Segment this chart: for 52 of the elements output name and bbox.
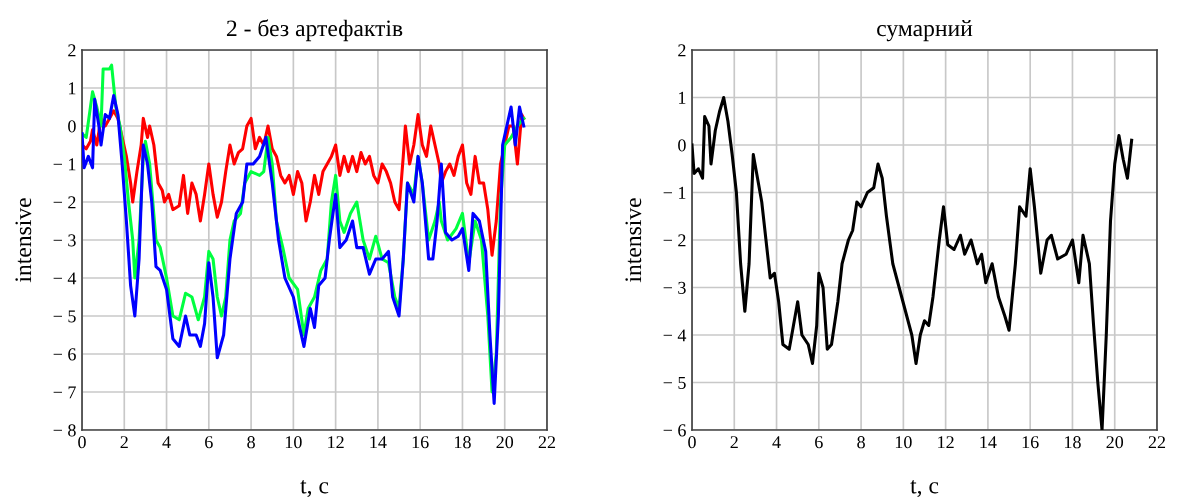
y-tick-label: − 7: [53, 386, 76, 399]
y-tick-label: − 2: [663, 234, 686, 247]
x-tick-label: 12: [328, 436, 344, 449]
x-tick-label: 22: [1148, 436, 1166, 449]
line-series: [82, 109, 526, 257]
y-tick-label: 1: [69, 82, 76, 95]
y-tick-label: − 1: [53, 158, 76, 171]
chart-title: 2 - без артефактів: [226, 19, 403, 42]
x-tick-label: 14: [980, 436, 997, 449]
x-tick-label: 22: [538, 436, 556, 449]
x-tick-label: 6: [815, 436, 823, 449]
y-tick-label: − 4: [53, 272, 77, 285]
x-tick-label: 16: [1022, 436, 1039, 449]
x-tick-label: 16: [412, 436, 429, 449]
x-tick-label: 20: [496, 436, 514, 449]
x-tick-label: 10: [285, 436, 302, 449]
x-tick-label: 2: [730, 436, 738, 449]
line-series: [692, 95, 1134, 430]
x-tick-label: 8: [247, 436, 255, 449]
x-tick-label: 12: [938, 436, 954, 449]
x-tick-label: 0: [78, 436, 86, 449]
y-tick-label: − 1: [663, 186, 686, 199]
x-tick-label: 0: [688, 436, 696, 449]
y-axis-title: intensive: [625, 198, 642, 283]
y-tick-label: − 6: [53, 348, 76, 361]
y-tick-label: − 4: [663, 329, 687, 342]
x-tick-label: 4: [162, 436, 171, 449]
y-axis-title: intensive: [15, 198, 32, 283]
x-tick-label: 6: [205, 436, 213, 449]
x-tick-label: 20: [1106, 436, 1124, 449]
y-tick-label: − 5: [663, 376, 686, 389]
y-tick-label: − 2: [53, 196, 76, 209]
y-tick-label: − 3: [53, 234, 76, 247]
x-tick-label: 10: [895, 436, 912, 449]
x-tick-label: 4: [772, 436, 781, 449]
x-axis-title: t, c: [300, 480, 329, 497]
y-tick-label: − 6: [663, 424, 686, 437]
y-tick-label: 0: [68, 120, 76, 133]
y-tick-label: − 8: [53, 424, 76, 437]
y-tick-label: − 3: [663, 281, 686, 294]
x-axis-title: t, c: [910, 480, 939, 497]
y-tick-label: − 5: [53, 310, 76, 323]
y-tick-label: 0: [678, 139, 686, 152]
x-tick-label: 8: [857, 436, 865, 449]
x-tick-label: 18: [1065, 436, 1081, 449]
y-tick-label: 2: [678, 44, 686, 57]
x-tick-label: 14: [370, 436, 387, 449]
y-tick-label: 2: [68, 44, 76, 57]
chart-title: сумарний: [877, 19, 973, 42]
x-tick-label: 2: [120, 436, 128, 449]
x-tick-label: 18: [455, 436, 471, 449]
y-tick-label: 1: [679, 91, 686, 104]
